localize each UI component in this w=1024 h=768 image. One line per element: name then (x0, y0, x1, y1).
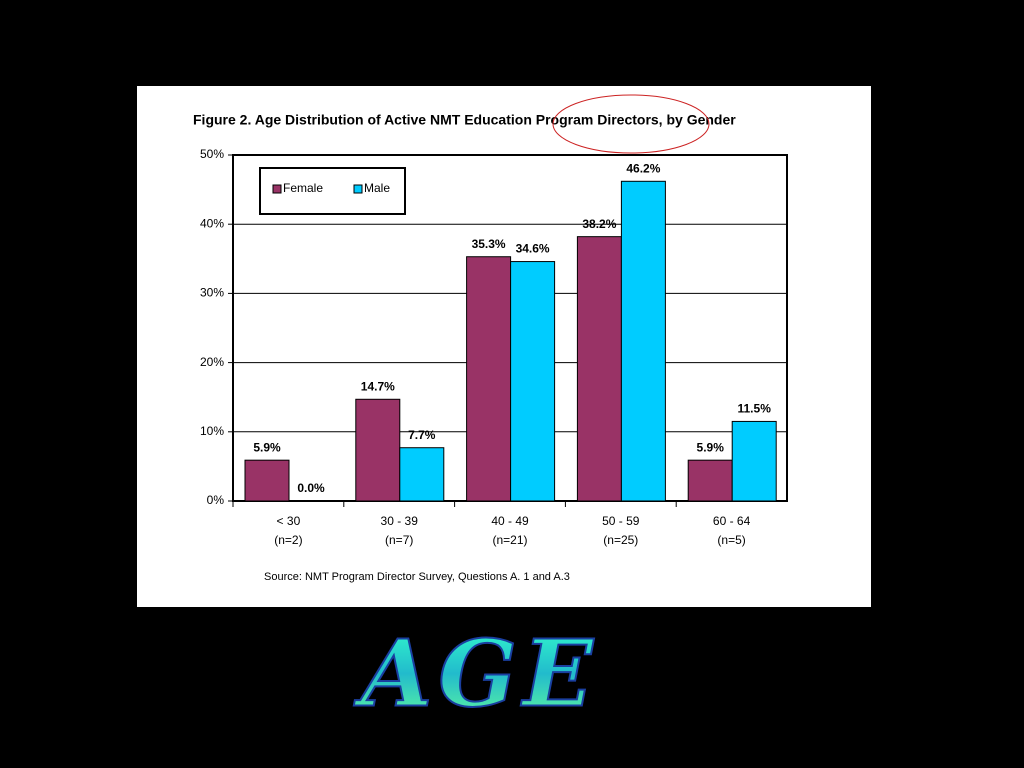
chart-title: Figure 2. Age Distribution of Active NMT… (193, 112, 736, 128)
value-label: 11.5% (738, 402, 772, 416)
highlight-ellipse (552, 94, 710, 154)
bar (687, 459, 733, 502)
source-note: Source: NMT Program Director Survey, Que… (264, 571, 570, 583)
bar (576, 236, 622, 502)
value-label: 35.3% (472, 237, 506, 251)
legend-label: Female (283, 181, 323, 195)
y-tick-label: 50% (200, 147, 224, 161)
x-tick-count: (n=21) (492, 533, 527, 547)
x-tick-count: (n=5) (717, 533, 745, 547)
y-tick-label: 20% (200, 355, 224, 369)
x-tick-count: (n=2) (274, 533, 302, 547)
value-label: 14.7% (361, 379, 395, 393)
x-tick-count: (n=7) (385, 533, 413, 547)
x-tick-label: 60 - 64 (713, 514, 751, 528)
bar (466, 256, 512, 502)
value-label: 5.9% (253, 440, 281, 454)
value-label: 34.6% (516, 242, 550, 256)
y-tick-label: 30% (200, 286, 224, 300)
value-label: 5.9% (697, 440, 725, 454)
bar (244, 459, 290, 502)
y-tick-label: 0% (207, 493, 225, 507)
x-tick-label: 40 - 49 (491, 514, 529, 528)
y-tick-label: 10% (200, 424, 224, 438)
legend-box (259, 167, 406, 215)
x-tick-label: < 30 (277, 514, 301, 528)
y-tick-label: 40% (200, 216, 224, 230)
bar (731, 420, 777, 502)
legend-label: Male (364, 181, 390, 195)
x-tick-count: (n=25) (603, 533, 638, 547)
x-tick-label: 50 - 59 (602, 514, 640, 528)
bar (355, 398, 401, 502)
legend-swatch (353, 184, 363, 194)
value-label: 38.2% (582, 217, 616, 231)
slide-title: AGE (353, 620, 599, 728)
legend-swatch (272, 184, 282, 194)
bar (399, 447, 445, 502)
value-label: 46.2% (626, 161, 660, 175)
value-label: 7.7% (408, 428, 436, 442)
bar (510, 261, 556, 502)
value-label: 0.0% (297, 481, 325, 495)
x-tick-label: 30 - 39 (381, 514, 419, 528)
bar (620, 180, 666, 502)
